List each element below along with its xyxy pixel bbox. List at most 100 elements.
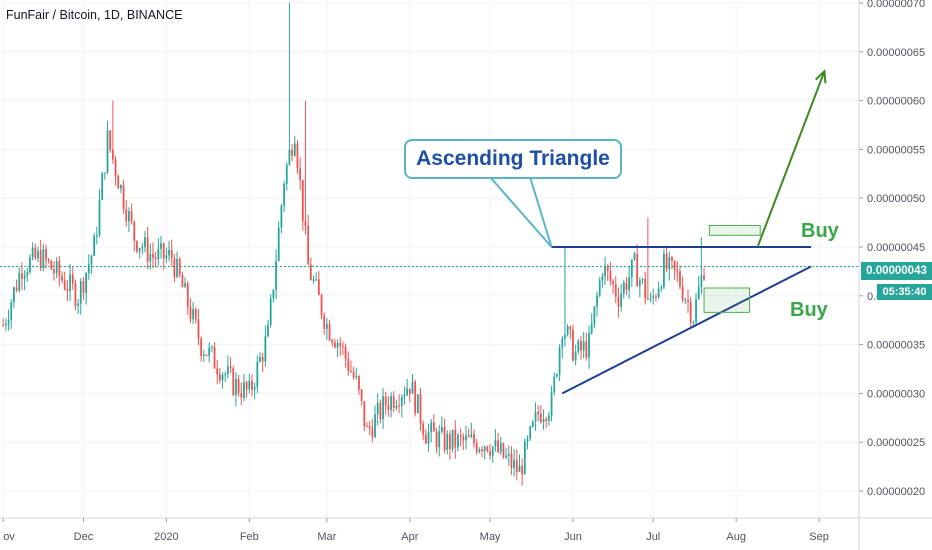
candle-body bbox=[470, 434, 473, 438]
candle-body bbox=[71, 274, 74, 284]
candle-body bbox=[272, 289, 275, 299]
candle-body bbox=[117, 176, 120, 189]
candle-body bbox=[31, 247, 34, 258]
x-tick-label: Mar bbox=[317, 531, 336, 543]
candle-body bbox=[422, 423, 425, 435]
candle-body bbox=[23, 275, 26, 279]
candle-body bbox=[111, 149, 114, 160]
candle-body bbox=[695, 298, 697, 323]
candle-body bbox=[42, 249, 45, 269]
candle-body bbox=[10, 302, 13, 320]
x-tick-label: Dec bbox=[74, 531, 94, 543]
candle-body bbox=[79, 281, 82, 304]
candle-body bbox=[296, 143, 299, 169]
candle-body bbox=[553, 376, 556, 393]
candle-body bbox=[299, 168, 302, 180]
callout-label: Ascending Triangle bbox=[416, 147, 610, 170]
candle-body bbox=[703, 275, 705, 280]
candle-body bbox=[395, 405, 398, 408]
x-tick-label: Jun bbox=[564, 531, 582, 543]
candle-body bbox=[291, 149, 293, 156]
candle-body bbox=[424, 434, 427, 444]
candle-body bbox=[403, 395, 406, 398]
candle-body bbox=[558, 347, 561, 375]
candle-body bbox=[173, 258, 176, 277]
candle-body bbox=[483, 446, 486, 452]
candle-body bbox=[478, 449, 481, 452]
candle-body bbox=[676, 269, 679, 272]
candle-body bbox=[577, 340, 580, 353]
candle-body bbox=[309, 264, 312, 281]
candle-body bbox=[697, 286, 700, 299]
candle-body bbox=[339, 343, 342, 346]
candle-body bbox=[253, 386, 256, 390]
y-tick-label: 0.00000045 bbox=[867, 242, 925, 254]
candle-body bbox=[596, 295, 598, 307]
candle-body bbox=[90, 255, 93, 265]
support-line bbox=[561, 265, 812, 395]
candle-body bbox=[221, 374, 224, 381]
candle-body bbox=[216, 368, 219, 375]
candle-body bbox=[275, 260, 277, 290]
candle-body bbox=[160, 243, 162, 249]
x-tick-label: 2020 bbox=[154, 531, 178, 543]
candle-body bbox=[210, 346, 213, 348]
candle-body bbox=[235, 379, 237, 395]
y-tick-label: 0.00000065 bbox=[867, 47, 925, 59]
candle-body bbox=[588, 332, 590, 358]
candle-body bbox=[668, 257, 671, 270]
candle-body bbox=[646, 298, 649, 300]
callout-pointer bbox=[489, 176, 553, 248]
candle-body bbox=[700, 275, 703, 287]
candle-body bbox=[598, 280, 601, 296]
candle-body bbox=[392, 396, 395, 408]
buy-zone-2 bbox=[703, 287, 751, 313]
candle-body bbox=[449, 434, 451, 450]
candle-body bbox=[168, 249, 170, 256]
candle-body bbox=[526, 438, 529, 442]
candle-body bbox=[74, 283, 77, 307]
candle-body bbox=[245, 382, 248, 390]
candle-body bbox=[443, 426, 446, 450]
candle-body bbox=[604, 265, 606, 277]
candle-body bbox=[328, 324, 331, 341]
candle-body bbox=[213, 346, 216, 369]
candle-body bbox=[542, 419, 545, 423]
candle-body bbox=[502, 443, 505, 458]
ascending-triangle-callout[interactable]: Ascending Triangle bbox=[404, 139, 622, 179]
candle-body bbox=[237, 379, 240, 394]
candle-body bbox=[141, 247, 144, 249]
candle-body bbox=[681, 286, 684, 301]
candle-body bbox=[494, 440, 497, 447]
candle-body bbox=[566, 326, 569, 335]
candle-body bbox=[376, 402, 379, 415]
candle-body bbox=[473, 434, 475, 444]
candle-body bbox=[582, 341, 585, 351]
candle-body bbox=[109, 130, 112, 150]
candle-body bbox=[181, 275, 184, 288]
candle-body bbox=[382, 396, 384, 419]
candle-body bbox=[384, 396, 387, 406]
candle-body bbox=[47, 259, 50, 261]
candle-body bbox=[103, 172, 106, 174]
candle-body bbox=[197, 319, 200, 339]
candle-body bbox=[601, 276, 604, 281]
candle-body bbox=[224, 374, 227, 376]
candle-body bbox=[157, 248, 160, 260]
candle-body bbox=[2, 325, 5, 327]
candle-body bbox=[285, 164, 288, 184]
candle-body bbox=[649, 298, 652, 300]
candle-body bbox=[614, 284, 617, 297]
candle-body bbox=[414, 381, 417, 414]
candle-body bbox=[427, 431, 430, 444]
candle-body bbox=[205, 354, 208, 356]
candle-body bbox=[120, 185, 122, 189]
candle-body bbox=[390, 396, 392, 411]
candle-body bbox=[133, 221, 136, 242]
candle-body bbox=[232, 368, 235, 395]
candle-body bbox=[441, 426, 443, 432]
candle-body bbox=[481, 449, 483, 452]
x-tick-label: May bbox=[480, 531, 501, 543]
candle-body bbox=[457, 435, 459, 448]
